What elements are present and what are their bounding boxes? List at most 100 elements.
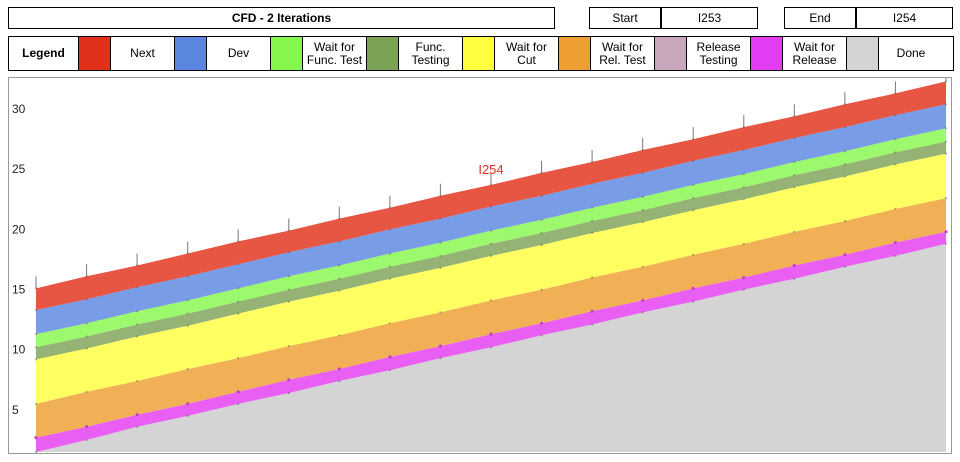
point-func-testing xyxy=(136,323,139,326)
point-func-testing xyxy=(34,346,38,349)
legend-label-next: Next xyxy=(111,37,175,70)
point-dev xyxy=(894,114,897,117)
cumulative-flow-chart: 51015202530I253I254 xyxy=(8,69,952,454)
point-wait-for-release xyxy=(843,253,847,257)
point-wait-for-release xyxy=(792,263,796,268)
point-done xyxy=(489,346,493,349)
point-dev xyxy=(540,194,543,197)
area-func-testing xyxy=(36,141,946,360)
point-wait-for-cut xyxy=(85,347,88,350)
point-wait-for-cut xyxy=(489,254,493,257)
point-wait-for-rel-test xyxy=(85,390,88,393)
point-release-testing xyxy=(692,287,695,290)
point-wait-for-func-test xyxy=(894,138,897,141)
point-wait-for-release xyxy=(438,344,442,348)
point-done xyxy=(85,438,88,442)
legend-swatch-done xyxy=(847,37,879,70)
point-wait-for-rel-test xyxy=(388,322,391,325)
point-next xyxy=(944,80,948,83)
point-done xyxy=(591,323,594,326)
point-release-testing xyxy=(742,276,745,279)
point-wait-for-cut xyxy=(136,335,139,338)
point-wait-for-rel-test xyxy=(641,265,644,268)
legend-swatch-next xyxy=(79,37,111,70)
point-next xyxy=(843,103,847,106)
y-tick-label: 15 xyxy=(12,283,26,297)
point-func-testing xyxy=(237,300,240,303)
point-wait-for-release xyxy=(34,436,38,440)
point-func-testing xyxy=(894,151,897,154)
legend-label-wait-for-func-test: Wait for Func. Test xyxy=(303,37,367,70)
point-done xyxy=(793,277,796,280)
point-func-testing xyxy=(793,174,796,177)
point-wait-for-rel-test xyxy=(338,334,341,337)
point-done xyxy=(186,414,189,417)
point-wait-for-release xyxy=(186,402,190,406)
legend-label-wait-for-cut: Wait for Cut xyxy=(495,37,559,70)
point-wait-for-release xyxy=(135,413,139,417)
y-tick-label: 30 xyxy=(12,102,26,116)
point-done xyxy=(944,242,948,245)
point-func-testing xyxy=(742,186,745,189)
point-wait-for-func-test xyxy=(85,322,88,325)
point-wait-for-release xyxy=(337,367,341,371)
area-next xyxy=(36,81,946,311)
point-dev xyxy=(793,136,796,140)
legend-label-dev: Dev xyxy=(207,37,271,70)
point-dev xyxy=(692,159,695,162)
point-wait-for-rel-test xyxy=(287,345,290,348)
point-wait-for-release xyxy=(287,378,291,382)
point-release-testing xyxy=(136,413,139,416)
point-done xyxy=(641,311,644,314)
point-done xyxy=(136,425,139,428)
point-next xyxy=(894,92,897,95)
point-done xyxy=(843,265,847,268)
point-func-testing xyxy=(85,335,88,338)
point-wait-for-cut xyxy=(641,221,644,224)
point-wait-for-func-test xyxy=(591,206,594,209)
legend-swatch-release-testing xyxy=(655,37,687,70)
point-dev xyxy=(591,182,594,185)
point-func-testing xyxy=(540,231,543,235)
point-wait-for-release xyxy=(641,298,645,302)
point-done xyxy=(439,357,442,360)
point-wait-for-release xyxy=(236,390,240,394)
y-tick-label: 10 xyxy=(12,343,26,357)
legend-title: Legend xyxy=(9,37,79,70)
point-dev xyxy=(186,275,189,278)
area-dev xyxy=(36,104,946,335)
point-wait-for-rel-test xyxy=(439,311,442,314)
point-dev xyxy=(237,263,240,266)
iteration-annotation: I254 xyxy=(478,162,503,177)
y-tick-label: 20 xyxy=(12,222,26,236)
point-done xyxy=(540,334,543,337)
point-release-testing xyxy=(894,241,897,244)
legend-swatch-wait-for-cut xyxy=(463,37,495,70)
point-dev xyxy=(489,205,493,208)
point-wait-for-rel-test xyxy=(34,402,38,405)
point-wait-for-func-test xyxy=(186,299,189,302)
area-wait-for-cut xyxy=(36,153,946,404)
legend-swatch-func-testing xyxy=(367,37,399,70)
point-done xyxy=(338,379,341,383)
point-release-testing xyxy=(186,402,189,405)
point-wait-for-func-test xyxy=(439,241,442,244)
point-wait-for-rel-test xyxy=(540,288,543,291)
point-wait-for-cut xyxy=(742,198,745,201)
point-wait-for-func-test xyxy=(944,127,948,130)
point-wait-for-func-test xyxy=(388,252,391,255)
point-wait-for-func-test xyxy=(338,264,341,267)
area-wait-for-release xyxy=(36,231,946,452)
point-wait-for-release xyxy=(742,275,746,280)
area-wait-for-func-test xyxy=(36,128,946,348)
point-wait-for-func-test xyxy=(793,160,796,164)
legend-label-func-testing: Func. Testing xyxy=(399,37,463,70)
point-wait-for-rel-test xyxy=(237,357,240,360)
point-release-testing xyxy=(489,333,493,336)
point-release-testing xyxy=(237,390,240,393)
point-wait-for-cut xyxy=(894,163,897,166)
legend: Legend Next Dev Wait for Func. Test Func. T… xyxy=(8,36,954,71)
point-dev xyxy=(388,228,391,231)
point-func-testing xyxy=(692,197,695,200)
point-wait-for-rel-test xyxy=(186,367,189,371)
